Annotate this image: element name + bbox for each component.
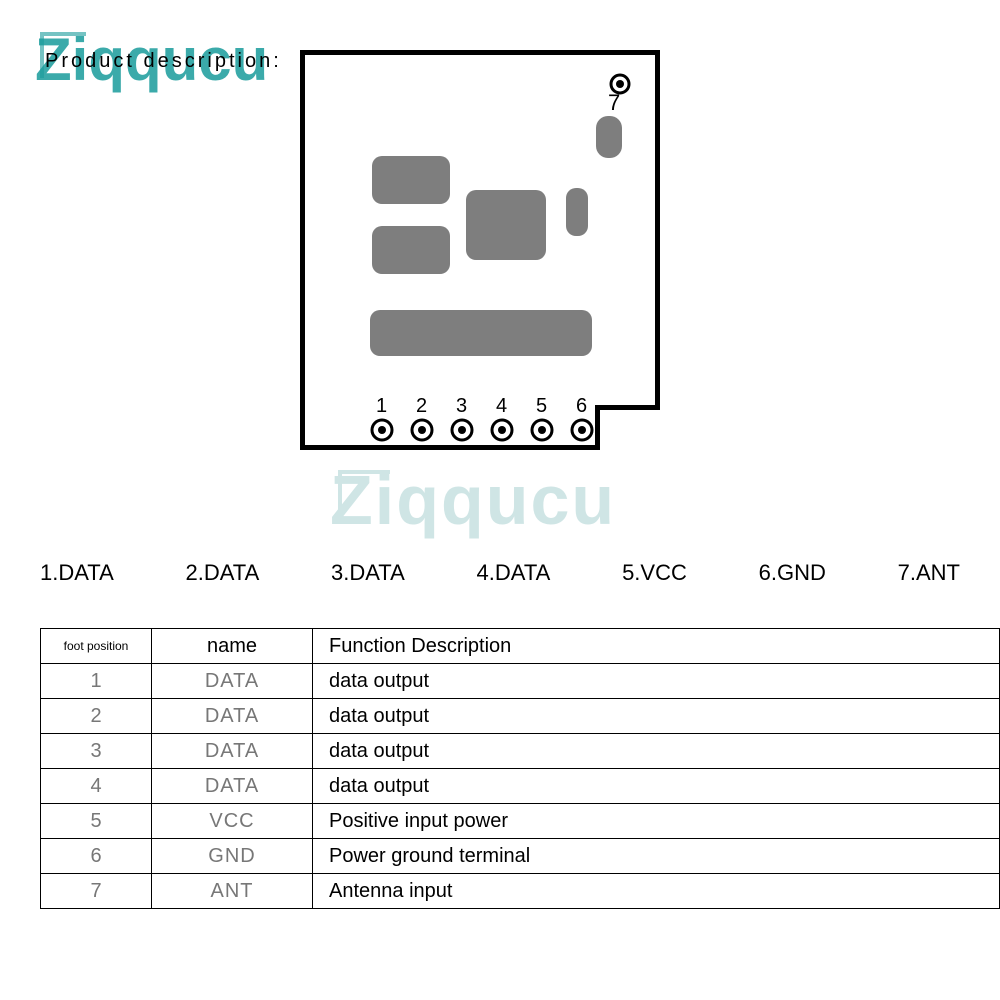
table-row: 6GNDPower ground terminal xyxy=(41,839,1000,874)
table-row: 4DATAdata output xyxy=(41,769,1000,804)
col-foot-position: foot position xyxy=(41,629,152,664)
pin7-label: 7 xyxy=(608,90,620,115)
cell-position: 2 xyxy=(41,699,152,734)
pin-label-5: 5.VCC xyxy=(622,560,687,586)
cell-function: Antenna input xyxy=(313,874,1000,909)
title-text: Product description xyxy=(45,50,273,72)
pin3-dot xyxy=(458,426,466,434)
component-3 xyxy=(566,188,588,236)
cell-name: DATA xyxy=(152,699,313,734)
component-5 xyxy=(370,310,592,356)
table-row: 3DATAdata output xyxy=(41,734,1000,769)
cell-function: data output xyxy=(313,699,1000,734)
cell-function: data output xyxy=(313,734,1000,769)
pin2-dot xyxy=(418,426,426,434)
cell-function: data output xyxy=(313,664,1000,699)
cell-name: DATA xyxy=(152,734,313,769)
pin2-label: 2 xyxy=(416,395,427,417)
cell-position: 6 xyxy=(41,839,152,874)
pin-label-7: 7.ANT xyxy=(898,560,960,586)
cell-position: 5 xyxy=(41,804,152,839)
pin-label-4: 4.DATA xyxy=(477,560,551,586)
pin-label-1: 1.DATA xyxy=(40,560,114,586)
cell-function: data output xyxy=(313,769,1000,804)
pin-label-6: 6.GND xyxy=(759,560,826,586)
col-function: Function Description xyxy=(313,629,1000,664)
pin-label-2: 2.DATA xyxy=(186,560,260,586)
col-name: name xyxy=(152,629,313,664)
table-header-row: foot position name Function Description xyxy=(41,629,1000,664)
component-4 xyxy=(596,116,622,158)
pin1-dot xyxy=(378,426,386,434)
cell-name: DATA xyxy=(152,664,313,699)
table-row: 2DATAdata output xyxy=(41,699,1000,734)
cell-position: 7 xyxy=(41,874,152,909)
cell-name: ANT xyxy=(152,874,313,909)
pin4-dot xyxy=(498,426,506,434)
cell-function: Power ground terminal xyxy=(313,839,1000,874)
pin6-dot xyxy=(578,426,586,434)
pin1-label: 1 xyxy=(376,395,387,417)
pin5-dot xyxy=(538,426,546,434)
cell-name: DATA xyxy=(152,769,313,804)
cell-position: 1 xyxy=(41,664,152,699)
cell-position: 4 xyxy=(41,769,152,804)
table-row: 1DATAdata output xyxy=(41,664,1000,699)
pin5-label: 5 xyxy=(536,395,547,417)
cell-position: 3 xyxy=(41,734,152,769)
component-1 xyxy=(372,226,450,274)
table-row: 5VCCPositive input power xyxy=(41,804,1000,839)
pcb-svg: 7 1 2 3 4 5 6 xyxy=(300,50,660,490)
component-0 xyxy=(372,156,450,204)
cell-function: Positive input power xyxy=(313,804,1000,839)
cell-name: GND xyxy=(152,839,313,874)
pin7-dot xyxy=(616,80,624,88)
component-2 xyxy=(466,190,546,260)
pin4-label: 4 xyxy=(496,395,507,417)
title-colon: : xyxy=(273,50,279,72)
table-row: 7ANTAntenna input xyxy=(41,874,1000,909)
page-title: Product description: xyxy=(45,50,279,73)
pin-table: foot position name Function Description … xyxy=(40,628,1000,909)
pin6-label: 6 xyxy=(576,395,587,417)
pin-label-3: 3.DATA xyxy=(331,560,405,586)
pcb-diagram: 7 1 2 3 4 5 6 xyxy=(300,50,660,490)
cell-name: VCC xyxy=(152,804,313,839)
pin-labels-row: 1.DATA 2.DATA 3.DATA 4.DATA 5.VCC 6.GND 7.ANT xyxy=(40,560,960,586)
pin3-label: 3 xyxy=(456,395,467,417)
